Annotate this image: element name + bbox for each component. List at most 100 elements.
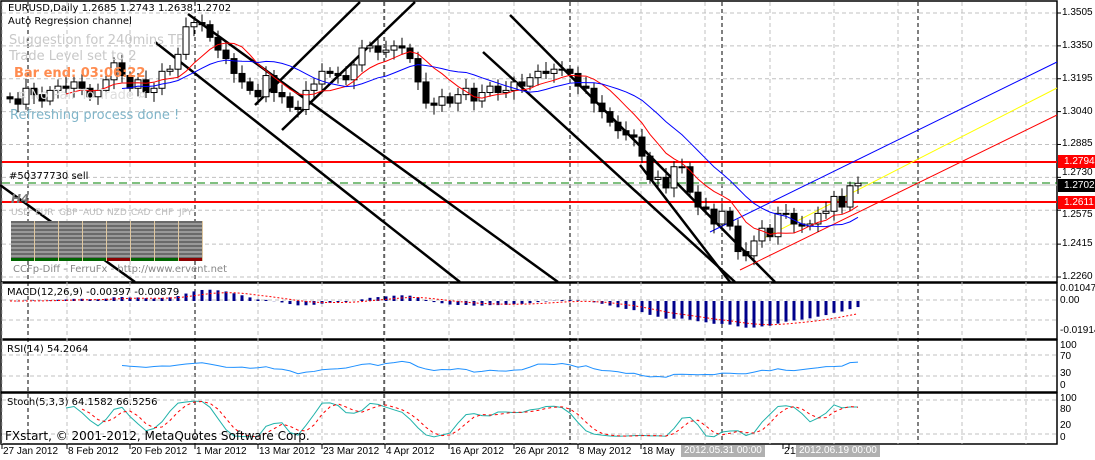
rsi-line [121, 360, 859, 378]
ccfp-signal-bar [131, 258, 154, 261]
candle-body [342, 75, 350, 81]
ccfp-strength-bar [11, 221, 35, 261]
candle-body [606, 111, 614, 123]
candle-body [718, 210, 726, 225]
crosshair-time-1: 2012.05.31 00:00 [681, 445, 765, 457]
rsi-tick: 30 [1060, 368, 1072, 379]
candle-body [294, 106, 302, 110]
candle-body [518, 81, 526, 87]
candle-body [166, 68, 174, 72]
candle-body [222, 49, 230, 60]
candle-body [510, 81, 518, 91]
candle-body [366, 45, 374, 49]
candle-body [710, 208, 718, 225]
candle-body [102, 79, 110, 91]
time-tick: 11 [790, 446, 800, 458]
candle-body [654, 176, 662, 180]
candle-body [382, 49, 390, 53]
panel-frame-1 [0, 282, 1058, 340]
regression-channel-line [482, 51, 736, 283]
ma-fast [65, 42, 859, 235]
candle-body [702, 206, 710, 210]
time-tick: 8 Feb 2012 [68, 446, 119, 457]
symbol-info: EURUSD,Daily 1.2685 1.2743 1.2638 1.2702 [8, 3, 232, 14]
candle-body [478, 92, 486, 102]
regression-mid-line [759, 87, 1058, 241]
rsi-tick: 70 [1060, 351, 1072, 362]
ccfp-signal-bar [11, 258, 34, 261]
time-tick: 2 [784, 446, 790, 457]
candle-body [134, 79, 142, 89]
candle-body [678, 166, 686, 169]
candle-body [598, 102, 606, 113]
price-tick: 1.3040 [1062, 105, 1093, 117]
panel-frame-3 [0, 392, 1058, 445]
candle-body [758, 227, 766, 242]
candle-body [326, 70, 334, 74]
candle-body [854, 182, 862, 187]
time-tick: 26 Apr 2012 [515, 446, 569, 457]
macd-signal [9, 292, 859, 326]
candle-body [390, 45, 398, 51]
candle-body [254, 89, 262, 98]
ccfp-currency-nzd: NZD [107, 208, 127, 218]
regression-channel-line [639, 164, 731, 283]
candle-body [150, 87, 158, 94]
candle-body [46, 89, 54, 102]
candle-body [622, 130, 630, 136]
regression-channel-line [281, 1, 416, 131]
ccfp-strength-bar [59, 221, 83, 261]
candle-body [590, 87, 598, 104]
candle-body [542, 70, 550, 74]
regression-upper-line [709, 61, 1058, 233]
candle-body [182, 26, 190, 55]
candle-body [22, 87, 30, 105]
ccfp-footer: CCFp-Diff - FerruFx - http://www.ervent.… [13, 264, 227, 275]
ccfp-strength-bar [35, 221, 59, 261]
candle-body [734, 225, 742, 253]
copyright: FXstart, © 2001-2012, MetaQuotes Softwar… [5, 429, 310, 443]
ccfp-currency-jpy: JPY [179, 208, 193, 218]
candle-body [78, 81, 86, 89]
candle-body [238, 72, 246, 83]
ccfp-currency-usd: USD [11, 208, 31, 218]
candle-body [574, 72, 582, 87]
level-lower-label: 1.2611 [1058, 196, 1095, 209]
candle-body [430, 102, 438, 106]
candle-body [694, 191, 702, 208]
stoch-tick: 0 [1060, 432, 1066, 443]
refresh-status: Refreshing process done ! [10, 108, 180, 123]
candle-body [646, 155, 654, 180]
candle-body [54, 85, 62, 91]
candle-body [662, 176, 670, 189]
trade-level-text: Trade Level set to 2 [9, 49, 137, 64]
ccfp-signal-bar [179, 258, 202, 261]
rsi-tick: 100 [1060, 340, 1077, 351]
candle-body [110, 62, 118, 81]
suggestion-text: Suggestion for 240mins TF [9, 33, 184, 48]
stoch-main [65, 400, 859, 438]
candle-body [830, 195, 838, 212]
candle-body [446, 96, 454, 104]
candle-body [262, 75, 270, 98]
candle-body [846, 185, 854, 208]
candle-body [774, 212, 782, 238]
candle-body [686, 166, 694, 193]
candle-body [526, 77, 534, 87]
price-tick: 1.3505 [1062, 7, 1093, 18]
candle-body [302, 89, 310, 110]
candle-body [118, 62, 126, 77]
current-price-label: 1.2702 [1058, 179, 1095, 192]
candle-body [558, 68, 566, 71]
time-tick: 1 Mar 2012 [196, 446, 247, 457]
macd-label: MACD(12,26,9) -0.00397 -0.00879 [7, 287, 180, 298]
ccfp-currency-chf: CHF [155, 208, 174, 218]
candle-body [62, 85, 70, 89]
time-tick: 16 Apr 2012 [450, 446, 504, 457]
candle-body [174, 53, 182, 70]
ccfp-signal-bar [107, 258, 130, 261]
price-tick: 1.2885 [1062, 138, 1093, 150]
ccfp-currency-aud: AUD [83, 208, 103, 218]
